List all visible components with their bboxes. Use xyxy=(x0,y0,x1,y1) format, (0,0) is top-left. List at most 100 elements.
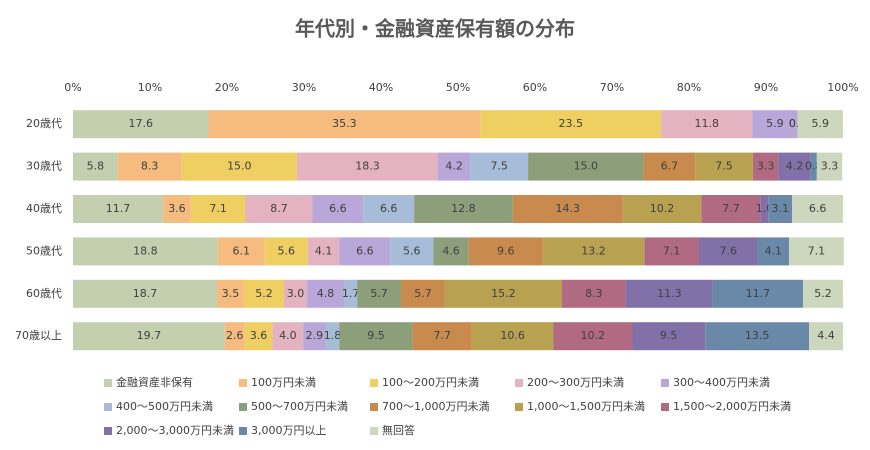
legend-swatch xyxy=(370,403,378,411)
bar-segment xyxy=(117,152,182,181)
bar-segment xyxy=(699,237,758,266)
legend-label: 1,500～2,000万円未満 xyxy=(673,400,791,413)
data-label: 18.3 xyxy=(355,160,380,173)
bar-segment xyxy=(208,110,481,139)
data-label: 6.6 xyxy=(809,202,827,215)
data-label: 3.6 xyxy=(168,202,186,215)
data-label: 11.3 xyxy=(657,287,682,300)
data-label: 3.3 xyxy=(821,160,839,173)
data-label: 11.7 xyxy=(746,287,771,300)
bar-segment xyxy=(73,110,209,139)
legend-label: 無回答 xyxy=(382,423,415,437)
data-label: 10.2 xyxy=(581,329,606,342)
bar-segment xyxy=(401,279,445,308)
bar-segment xyxy=(816,152,843,181)
legend-swatch xyxy=(661,403,669,411)
data-label: 4.1 xyxy=(765,244,783,257)
bar-segment xyxy=(390,237,434,266)
bar-segment xyxy=(480,110,662,139)
data-label: 5.6 xyxy=(403,244,421,257)
y-tick-label: 70歳以上 xyxy=(15,329,62,342)
bar-segment xyxy=(797,110,843,139)
data-label: 18.7 xyxy=(133,287,158,300)
legend-swatch xyxy=(515,403,523,411)
legend-swatch xyxy=(104,379,112,387)
data-label: 7.5 xyxy=(490,160,508,173)
data-label: 11.8 xyxy=(694,117,719,130)
bar-segment xyxy=(468,237,543,266)
data-label: 7.1 xyxy=(663,244,681,257)
data-label: 15.2 xyxy=(491,287,516,300)
data-label: 23.5 xyxy=(559,117,584,130)
bar-segment xyxy=(661,110,753,139)
legend-swatch xyxy=(104,427,112,435)
bar-segment xyxy=(752,152,779,181)
bar-segment xyxy=(303,322,326,351)
legend-label: 金融資産非保有 xyxy=(116,375,193,389)
bar-segment xyxy=(752,110,798,139)
data-label: 4.0 xyxy=(279,329,297,342)
legend-label: 700～1,000万円未満 xyxy=(382,400,490,413)
y-tick-label: 60歳代 xyxy=(26,287,62,300)
bar-segment xyxy=(768,195,793,223)
data-label: 8.3 xyxy=(141,160,159,173)
data-label: 5.9 xyxy=(812,117,830,130)
bar-segment xyxy=(760,195,769,223)
bar-segment xyxy=(339,322,413,351)
data-label: 5.7 xyxy=(370,287,388,300)
bar-segment xyxy=(757,237,790,266)
data-label: 7.7 xyxy=(433,329,451,342)
data-label: 9.6 xyxy=(497,244,515,257)
bar-segment xyxy=(789,237,844,266)
x-tick-label: 90% xyxy=(754,81,778,94)
bar-segment xyxy=(245,195,313,223)
data-label: 7.1 xyxy=(808,244,826,257)
data-label: 4.4 xyxy=(817,329,835,342)
bar-segment xyxy=(224,322,245,351)
data-label: 17.6 xyxy=(129,117,154,130)
bar-segment xyxy=(73,237,218,266)
data-label: 4.2 xyxy=(786,160,804,173)
y-tick-label: 20歳代 xyxy=(26,117,62,130)
data-label: 9.5 xyxy=(367,329,385,342)
legend-swatch xyxy=(661,379,669,387)
bar-segment xyxy=(792,195,843,223)
legend-label: 2,000～3,000万円未満 xyxy=(116,424,234,437)
legend-label: 3,000万円以上 xyxy=(251,424,327,437)
data-label: 5.2 xyxy=(814,287,832,300)
data-label: 9.5 xyxy=(660,329,678,342)
bar-segment xyxy=(264,237,308,266)
data-label: 5.8 xyxy=(87,160,105,173)
data-label: 4.2 xyxy=(445,160,463,173)
bar-segment xyxy=(412,322,472,351)
x-tick-label: 30% xyxy=(292,81,316,94)
legend-label: 100万円未満 xyxy=(251,376,316,389)
bar-segment xyxy=(512,195,623,223)
legend-swatch xyxy=(239,379,247,387)
data-label: 15.0 xyxy=(227,160,252,173)
data-label: 5.9 xyxy=(766,117,784,130)
bar-segment xyxy=(778,152,811,181)
data-label: 10.6 xyxy=(500,329,525,342)
data-label: 19.7 xyxy=(137,329,162,342)
bar-segment xyxy=(561,279,626,308)
legend-label: 1,000～1,500万円未満 xyxy=(527,400,645,413)
bar-segment xyxy=(528,152,644,181)
bar-segment xyxy=(553,322,633,351)
x-tick-label: 10% xyxy=(138,81,162,94)
bar-segment xyxy=(216,279,244,308)
bar-segment xyxy=(73,152,118,181)
data-label: 2.6 xyxy=(226,329,244,342)
data-label: 11.7 xyxy=(106,202,131,215)
bar-segment xyxy=(414,195,513,223)
data-label: 4.8 xyxy=(317,287,335,300)
bar-segment xyxy=(307,279,345,308)
data-label: 18.8 xyxy=(133,244,158,257)
x-tick-label: 0% xyxy=(64,81,81,94)
data-label: 4.1 xyxy=(315,244,333,257)
bar-segment xyxy=(325,322,340,351)
bar-segment xyxy=(243,279,284,308)
data-label: 6.7 xyxy=(661,160,679,173)
